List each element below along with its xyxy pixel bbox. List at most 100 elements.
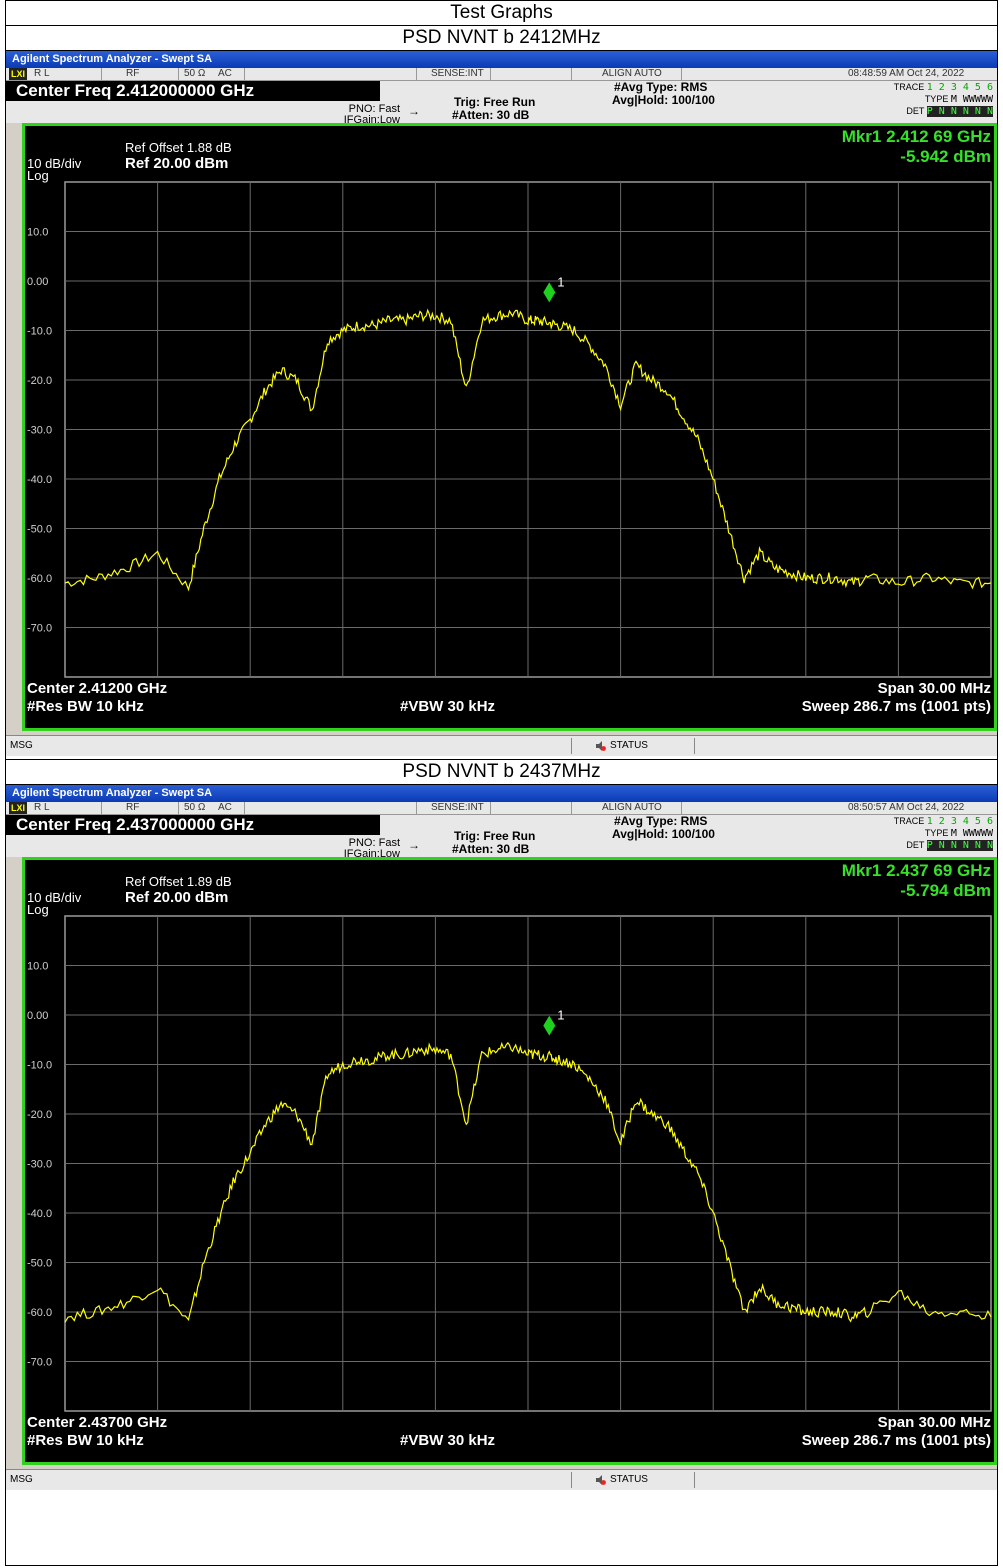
align-label: ALIGN AUTO <box>602 802 662 813</box>
y-tick-label: -50.0 <box>27 1258 52 1270</box>
marker-number: 1 <box>557 274 564 289</box>
spectrum-trace <box>64 308 992 592</box>
marker-freq-text: Mkr1 2.412 69 GHz <box>842 127 991 146</box>
marker-level-text: -5.942 dBm <box>900 147 991 166</box>
scale-type-text: Log <box>27 902 49 917</box>
y-tick-label: -40.0 <box>27 1208 52 1220</box>
plot-area: Ref Offset 1.88 dB Ref 20.00 dBm 10 dB/d… <box>22 123 997 731</box>
coupling-label: AC <box>218 802 232 813</box>
marker-1[interactable]: 1 <box>543 1008 565 1036</box>
plot-grid <box>64 181 992 678</box>
settings-bar: Center Freq 2.412000000 GHz PNO: Fast IF… <box>6 80 997 126</box>
speaker-muted-icon <box>596 1475 606 1485</box>
instrument-status-row: LXI R L RF 50 Ω AC SENSE:INT ALIGN AUTO … <box>6 802 997 815</box>
lxi-badge: LXI <box>9 68 28 80</box>
analyzer-screenshot-1: Agilent Spectrum Analyzer - Swept SA LXI… <box>6 51 997 756</box>
avg-type-label: #Avg Type: RMS <box>614 814 708 828</box>
y-tick-label: -10.0 <box>27 1060 52 1072</box>
plot-grid <box>64 915 992 1412</box>
document-page: Test Graphs PSD NVNT b 2412MHz Agilent S… <box>5 0 998 1566</box>
pno-label: PNO: Fast <box>348 103 400 115</box>
datetime-label: 08:48:59 AM Oct 24, 2022 <box>848 68 965 79</box>
y-tick-label: -70.0 <box>27 1357 52 1369</box>
y-tick-label: -60.0 <box>27 1307 52 1319</box>
marker-freq-text: Mkr1 2.437 69 GHz <box>842 861 991 880</box>
spectrum-plot-svg: Ref Offset 1.88 dB Ref 20.00 dBm 10 dB/d… <box>27 127 992 715</box>
avg-type-label: #Avg Type: RMS <box>614 80 708 94</box>
speaker-muted-icon <box>596 741 606 751</box>
marker-level-text: -5.794 dBm <box>900 881 991 900</box>
trig-label: Trig: Free Run <box>454 829 536 843</box>
center-text: Center 2.41200 GHz <box>27 680 167 697</box>
avg-hold-label: Avg|Hold: 100/100 <box>612 827 715 841</box>
analyzer-screenshot-2: Agilent Spectrum Analyzer - Swept SA LXI… <box>6 785 997 1490</box>
avg-hold-label: Avg|Hold: 100/100 <box>612 93 715 107</box>
message-bar: MSG STATUS <box>6 735 997 756</box>
page-heading: Test Graphs <box>6 1 997 26</box>
instrument-status-row: LXI R L RF 50 Ω AC SENSE:INT ALIGN AUTO … <box>6 68 997 81</box>
rl-label: R L <box>34 68 50 79</box>
lxi-badge: LXI <box>9 802 28 814</box>
settings-bar: Center Freq 2.437000000 GHz PNO: Fast IF… <box>6 814 997 860</box>
y-tick-label: -60.0 <box>27 573 52 585</box>
y-tick-label: -30.0 <box>27 425 52 437</box>
status-button[interactable]: STATUS <box>610 1474 648 1485</box>
spectrum-plot-svg: Ref Offset 1.89 dB Ref 20.00 dBm 10 dB/d… <box>27 861 992 1449</box>
datetime-label: 08:50:57 AM Oct 24, 2022 <box>848 802 965 813</box>
graph-caption-1: PSD NVNT b 2412MHz <box>6 26 997 51</box>
atten-label: #Atten: 30 dB <box>452 108 530 122</box>
scale-text: 10 dB/div <box>27 156 82 171</box>
graph-caption-2: PSD NVNT b 2437MHz <box>6 759 997 785</box>
center-text: Center 2.43700 GHz <box>27 1414 167 1431</box>
rbw-text: #Res BW 10 kHz <box>27 1432 144 1449</box>
arrow-icon: → <box>408 838 420 852</box>
y-tick-label: -30.0 <box>27 1159 52 1171</box>
y-tick-label: -20.0 <box>27 1109 52 1121</box>
trace-panel: TRACE 1 2 3 4 5 6 TYPE M WWWWW DET P N N… <box>893 82 993 117</box>
sweep-text: Sweep 286.7 ms (1001 pts) <box>802 1432 991 1449</box>
pno-label: PNO: Fast <box>348 837 400 849</box>
atten-label: #Atten: 30 dB <box>452 842 530 856</box>
y-tick-label: 10.0 <box>27 961 48 973</box>
status-button[interactable]: STATUS <box>610 740 648 751</box>
scale-type-text: Log <box>27 168 49 183</box>
marker-diamond-icon <box>543 282 556 303</box>
msg-label: MSG <box>10 1474 33 1485</box>
sense-label: SENSE:INT <box>431 802 484 813</box>
vbw-text: #VBW 30 kHz <box>400 698 495 715</box>
y-tick-label: 0.00 <box>27 1010 48 1022</box>
marker-1[interactable]: 1 <box>543 274 565 303</box>
y-tick-label: 10.0 <box>27 227 48 239</box>
ref-level-text: Ref 20.00 dBm <box>125 155 228 172</box>
align-label: ALIGN AUTO <box>602 68 662 79</box>
marker-number: 1 <box>557 1008 564 1023</box>
ref-level-text: Ref 20.00 dBm <box>125 889 228 906</box>
y-tick-label: -50.0 <box>27 524 52 536</box>
marker-diamond-icon <box>543 1015 556 1036</box>
sweep-text: Sweep 286.7 ms (1001 pts) <box>802 698 991 715</box>
impedance-label: 50 Ω <box>184 68 206 79</box>
rl-label: R L <box>34 802 50 813</box>
y-tick-label: 0.00 <box>27 276 48 288</box>
span-text: Span 30.00 MHz <box>878 680 991 697</box>
coupling-label: AC <box>218 68 232 79</box>
scale-text: 10 dB/div <box>27 890 82 905</box>
trace-panel: TRACE 1 2 3 4 5 6 TYPE M WWWWW DET P N N… <box>893 816 993 851</box>
vbw-text: #VBW 30 kHz <box>400 1432 495 1449</box>
app-title-bar: Agilent Spectrum Analyzer - Swept SA <box>6 785 997 802</box>
message-bar: MSG STATUS <box>6 1469 997 1490</box>
impedance-label: 50 Ω <box>184 802 206 813</box>
arrow-icon: → <box>408 104 420 118</box>
center-freq-button[interactable]: Center Freq 2.437000000 GHz <box>6 815 380 835</box>
rf-label: RF <box>126 802 140 813</box>
y-axis-labels: 10.0 0.00 -10.0 -20.0 -30.0 -40.0 -50.0 -60.0 -7… <box>27 961 52 1369</box>
app-title-bar: Agilent Spectrum Analyzer - Swept SA <box>6 51 997 68</box>
ref-offset-text: Ref Offset 1.89 dB <box>125 874 232 889</box>
y-tick-label: -40.0 <box>27 474 52 486</box>
plot-area: Ref Offset 1.89 dB Ref 20.00 dBm 10 dB/d… <box>22 857 997 1465</box>
sense-label: SENSE:INT <box>431 68 484 79</box>
center-freq-button[interactable]: Center Freq 2.412000000 GHz <box>6 81 380 101</box>
y-tick-label: -10.0 <box>27 326 52 338</box>
y-tick-label: -20.0 <box>27 375 52 387</box>
rf-label: RF <box>126 68 140 79</box>
